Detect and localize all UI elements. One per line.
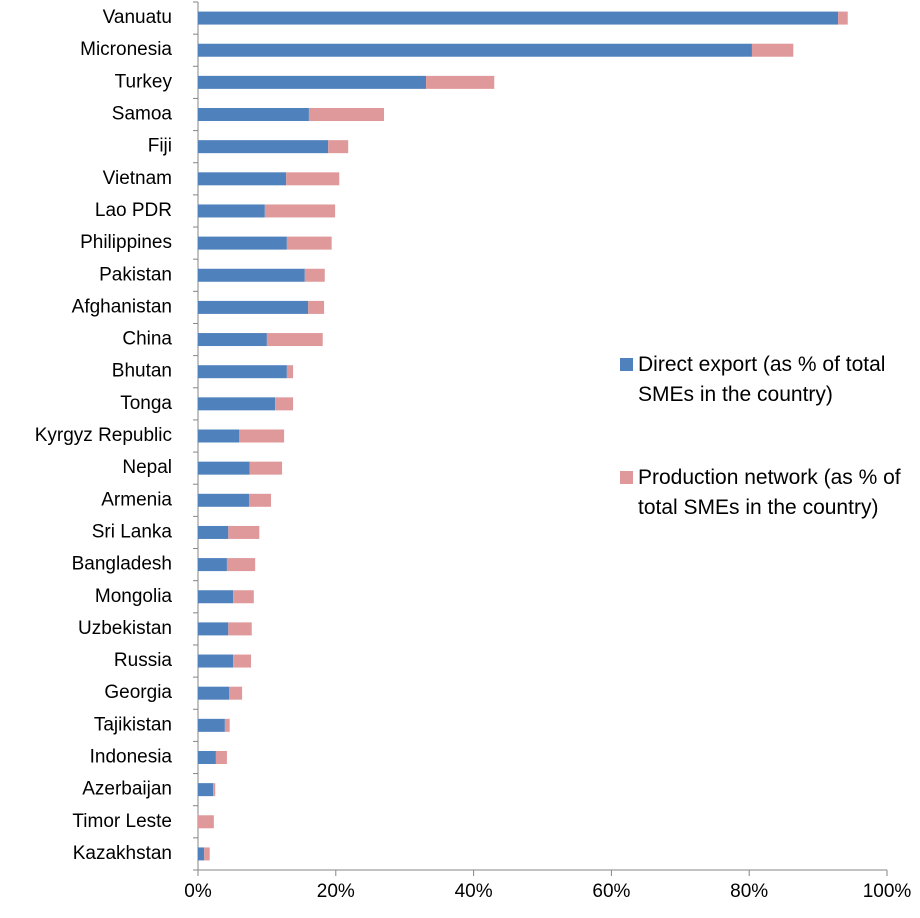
y-tick-label: Samoa (112, 104, 173, 125)
bar-segment (233, 654, 252, 668)
y-tick-label: Uzbekistan (78, 618, 172, 639)
y-tick-label: Vietnam (103, 168, 172, 189)
y-tick-label: Kyrgyz Republic (35, 425, 172, 446)
legend-label: Production network (as % of total SMEs i… (638, 466, 901, 519)
y-tick-label: Kazakhstan (73, 843, 172, 864)
bar-segment (204, 847, 210, 861)
legend-swatch (620, 471, 633, 484)
y-tick-label: Timor Leste (72, 811, 172, 832)
bar-segment (198, 783, 214, 797)
bar-segment (286, 172, 340, 186)
bar-segment (198, 75, 427, 89)
bar-segment (308, 300, 325, 314)
bar-segment (249, 461, 283, 475)
bar-segment (198, 365, 287, 379)
bar-segment (264, 204, 336, 218)
bar-segment (198, 140, 329, 154)
legend-label: Direct export (as % of total SMEs in the… (638, 353, 886, 406)
legend-item: Production network (as % of total SMEs i… (620, 463, 920, 523)
y-tick-label: Lao PDR (95, 200, 172, 221)
x-tick-label: 20% (317, 881, 355, 902)
y-tick-label: Bangladesh (72, 554, 172, 575)
bar-segment (198, 815, 214, 829)
y-tick-label: Bhutan (112, 361, 172, 382)
bar-segment (213, 783, 216, 797)
bar-segment (224, 718, 230, 732)
bar-segment (198, 525, 229, 539)
y-tick-label: Nepal (122, 457, 172, 478)
y-tick-label: Armenia (101, 489, 172, 510)
bar-segment (198, 718, 225, 732)
bar-segment (308, 108, 385, 122)
bar-segment (198, 43, 752, 57)
bar-segment (198, 429, 240, 443)
y-tick-label: Afghanistan (72, 296, 172, 317)
y-tick-label: Fiji (148, 136, 172, 157)
bar-segment (198, 622, 229, 636)
bar-segment (228, 622, 252, 636)
bar-segment (198, 397, 276, 411)
bar-segment (226, 558, 256, 572)
x-tick-label: 60% (592, 881, 630, 902)
bar-segment (198, 236, 287, 250)
bar-segment (286, 365, 294, 379)
bar-segment (275, 397, 294, 411)
bar-segment (198, 686, 230, 700)
y-tick-label: Tonga (120, 393, 172, 414)
y-tick-label: China (122, 329, 172, 350)
bar-segment (426, 75, 495, 89)
bar-segment (286, 236, 332, 250)
bar-segment (198, 847, 205, 861)
bar-segment (215, 750, 227, 764)
y-tick-label: Philippines (80, 232, 172, 253)
y-tick-label: Pakistan (99, 264, 172, 285)
x-tick-label: 0% (184, 881, 212, 902)
y-tick-label: Sri Lanka (92, 521, 173, 542)
legend-item: Direct export (as % of total SMEs in the… (620, 350, 920, 410)
y-tick-label: Georgia (104, 682, 172, 703)
bar-segment (228, 525, 260, 539)
y-tick-label: Indonesia (90, 746, 173, 767)
x-tick-label: 80% (730, 881, 768, 902)
y-tick-label: Turkey (115, 71, 173, 92)
x-tick-label: 100% (863, 881, 912, 902)
bar-segment (198, 204, 265, 218)
bar-segment (838, 11, 848, 25)
legend-swatch (620, 358, 633, 371)
bar-segment (198, 750, 216, 764)
bar-segment (328, 140, 349, 154)
bar-segment (198, 268, 305, 282)
bar-segment (248, 493, 272, 507)
bar-segment (198, 172, 287, 186)
bar-segment (198, 11, 839, 25)
bar-segment (751, 43, 794, 57)
bar-segment (198, 461, 250, 475)
bar-segment (266, 333, 323, 347)
bar-segment (198, 654, 234, 668)
bar-segment (233, 590, 254, 604)
y-tick-label: Vanuatu (103, 7, 172, 28)
bar-segment (198, 108, 309, 122)
y-tick-label: Mongolia (95, 586, 173, 607)
bar-segment (304, 268, 325, 282)
bar-segment (198, 493, 249, 507)
bar-segment (198, 333, 267, 347)
x-tick-label: 40% (455, 881, 493, 902)
bar-segment (198, 590, 234, 604)
y-tick-label: Micronesia (80, 39, 172, 60)
bar-segment (229, 686, 243, 700)
bar-segment (198, 300, 309, 314)
y-tick-label: Azerbaijan (82, 779, 172, 800)
y-tick-label: Tajikistan (94, 714, 172, 735)
bar-segment (239, 429, 285, 443)
bar-segment (198, 558, 227, 572)
y-tick-label: Russia (114, 650, 173, 671)
